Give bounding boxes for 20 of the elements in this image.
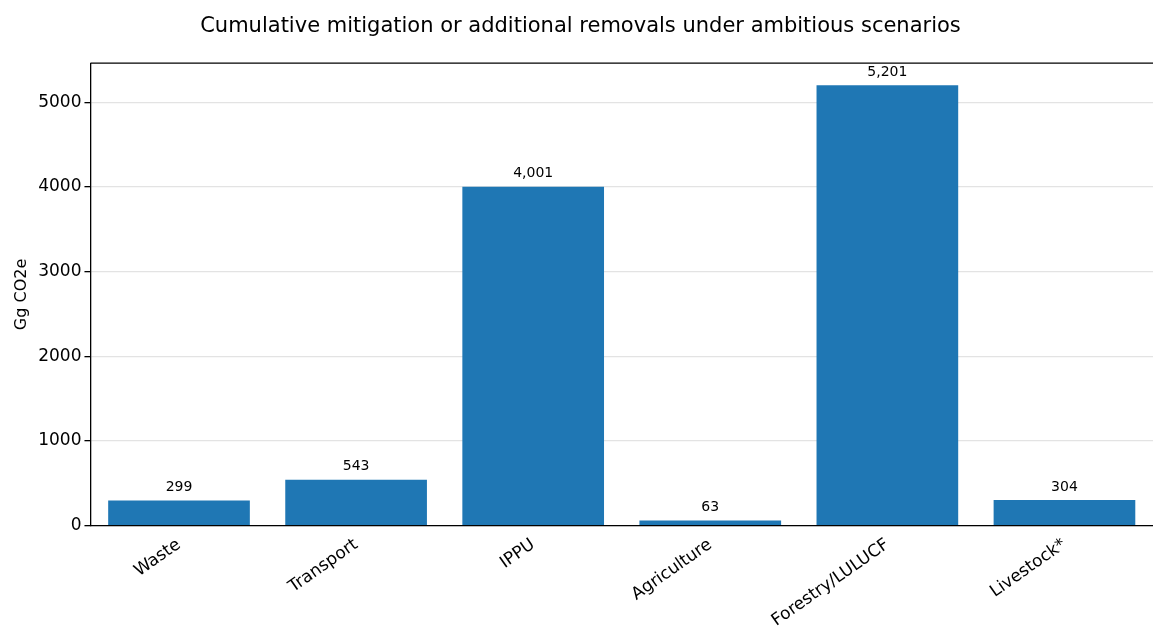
chart-title: Cumulative mitigation or additional removals under ambitious scenarios bbox=[200, 13, 961, 38]
bar bbox=[108, 500, 250, 526]
data-label: 5,201 bbox=[867, 62, 908, 79]
bar bbox=[285, 479, 427, 526]
bar bbox=[816, 85, 959, 526]
data-label: 299 bbox=[165, 478, 193, 495]
y-tick-label: 2000 bbox=[38, 344, 82, 365]
data-label: 543 bbox=[342, 457, 370, 474]
y-tick-label: 0 bbox=[70, 514, 82, 535]
y-tick-label: 3000 bbox=[38, 260, 82, 281]
y-tick-label: 4000 bbox=[38, 175, 82, 196]
data-label: 63 bbox=[701, 498, 720, 515]
data-label: 4,001 bbox=[513, 164, 554, 181]
y-tick-label: 5000 bbox=[38, 90, 82, 111]
data-label: 304 bbox=[1051, 477, 1078, 494]
bar bbox=[993, 499, 1136, 526]
bar bbox=[639, 520, 782, 526]
y-axis-title: Gg CO2e bbox=[10, 258, 30, 331]
y-tick-label: 1000 bbox=[38, 429, 82, 450]
bar bbox=[462, 186, 605, 526]
